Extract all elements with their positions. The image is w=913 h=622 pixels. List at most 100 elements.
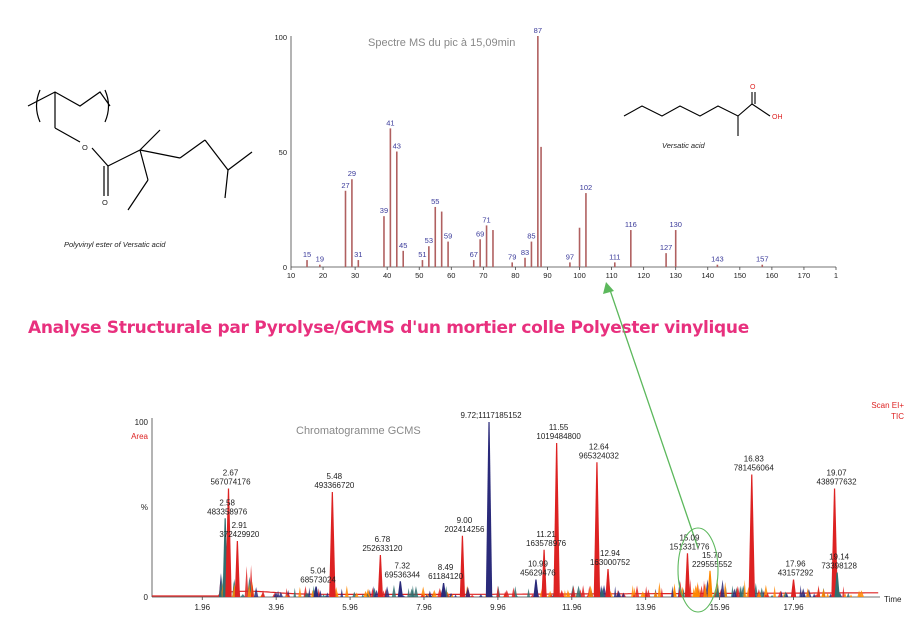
minor-peak — [293, 587, 297, 597]
minor-peak — [599, 587, 605, 597]
minor-peak — [588, 585, 594, 597]
tic-peak-6.78 — [377, 555, 383, 597]
minor-peak — [631, 584, 635, 597]
ms-peak-label-79: 79 — [508, 252, 516, 261]
caption-versatic-acid: Versatic acid — [662, 141, 705, 150]
tic-peak-area-label-6: 69536344 — [385, 570, 421, 579]
ms-x-tick-3: 40 — [383, 271, 391, 280]
tic-peak-rt-label-7: 8.49 — [438, 563, 454, 572]
minor-peak — [739, 585, 743, 597]
minor-peak — [692, 587, 696, 597]
minor-peak — [849, 594, 853, 597]
tic-peak-rt-label-20: 19.14 — [829, 553, 850, 562]
minor-peak — [657, 581, 662, 597]
tic-peak-15.70 — [707, 570, 713, 597]
minor-peak — [757, 592, 762, 597]
ms-x-tick-13: 140 — [702, 271, 715, 280]
ms-x-tick-1: 20 — [319, 271, 327, 280]
minor-peak — [431, 589, 437, 597]
minor-peak — [413, 585, 419, 597]
minor-peak — [391, 584, 397, 597]
minor-peak — [247, 583, 251, 597]
versatic-acid-structure — [623, 92, 771, 136]
minor-peak — [496, 585, 500, 597]
chrom-tic-label: TIC — [891, 412, 904, 421]
tic-peak-5.04 — [313, 586, 319, 597]
tic-peak-area-label-12: 1019484800 — [536, 432, 581, 441]
ms-peak-label-51: 51 — [418, 250, 426, 259]
ms-spectrum-chart: Spectre MS du pic à 15,09min 0 50 100 10… — [274, 26, 838, 280]
minor-peak — [644, 586, 648, 597]
minor-peak — [571, 585, 576, 597]
minor-peak — [566, 591, 571, 597]
minor-peak — [816, 585, 821, 597]
ms-peak-label-143: 143 — [711, 255, 724, 264]
tic-peak-area-label-5: 252633120 — [362, 544, 403, 553]
tic-peak-rt-label-17: 16.83 — [744, 455, 765, 464]
chrom-y-zero-label: 0 — [144, 593, 149, 602]
minor-peak — [409, 588, 415, 597]
ms-peak-label-43: 43 — [393, 142, 401, 151]
minor-peak — [703, 583, 708, 597]
chrom-x-tick-7: 15.96 — [710, 603, 731, 612]
minor-peak — [428, 594, 433, 597]
tic-peak-rt-label-11: 11.21 — [536, 530, 556, 539]
minor-peak — [805, 587, 810, 597]
minor-peak — [352, 591, 357, 597]
ms-peak-label-71: 71 — [482, 215, 490, 224]
ms-peak-label-87: 87 — [534, 26, 542, 35]
minor-peak — [240, 593, 246, 597]
tic-peak-rt-label-14: 12.94 — [600, 549, 621, 558]
ms-peak-label-97: 97 — [566, 252, 574, 261]
ms-x-tick-16: 170 — [798, 271, 811, 280]
minor-peak — [732, 588, 737, 597]
minor-peak — [244, 566, 249, 597]
ms-peak-label-69: 69 — [476, 229, 484, 238]
tic-peak-8.49 — [440, 583, 447, 597]
tic-peak-rt-label-15: 15.09 — [679, 533, 700, 542]
ms-peak-label-67: 67 — [470, 250, 478, 259]
tic-peak-area-label-19: 438977632 — [817, 478, 858, 487]
tic-peak-17.96 — [790, 579, 797, 597]
tic-peak-area-label-10: 45629476 — [520, 569, 556, 578]
minor-peak — [682, 588, 685, 597]
minor-peak — [454, 594, 457, 597]
tic-peak-area-label-15: 151331776 — [669, 542, 710, 551]
tic-peak-area-label-1: 567074176 — [210, 478, 251, 487]
ms-peak-label-59: 59 — [444, 232, 452, 241]
ms-peak-label-127: 127 — [660, 243, 673, 252]
minor-peak — [646, 589, 651, 597]
tic-peak-area-label-2: 372429920 — [219, 530, 260, 539]
minor-peak — [325, 592, 330, 597]
tic-peak-5.48 — [329, 492, 336, 597]
tic-peak-11.55 — [553, 443, 560, 597]
ester-oxygen-label: O — [82, 143, 88, 152]
ms-peak-label-27: 27 — [341, 181, 349, 190]
minor-peak — [660, 587, 664, 597]
ms-x-tick-14: 150 — [734, 271, 747, 280]
tic-peak-area-label-17: 781456064 — [734, 464, 775, 473]
minor-peak — [310, 589, 315, 597]
minor-peak — [527, 588, 531, 597]
tic-peak-rt-label-18: 17.96 — [786, 560, 807, 569]
highlight-ellipse-15-09 — [677, 527, 719, 613]
minor-peak — [250, 583, 254, 597]
polyvinyl-ester-structure — [27, 89, 253, 211]
tic-peak-2.67 — [225, 488, 232, 597]
chrom-x-tick-6: 13.96 — [636, 603, 657, 612]
tic-peak-19.07 — [831, 488, 838, 597]
minor-peak — [770, 594, 774, 597]
minor-peak — [308, 587, 311, 597]
minor-peak — [759, 587, 764, 597]
ms-peak-label-15: 15 — [303, 250, 311, 259]
tic-peak-12.94 — [605, 569, 611, 597]
ms-peak-label-39: 39 — [380, 206, 388, 215]
chrom-x-tick-3: 7.96 — [416, 603, 432, 612]
ms-peak-label-102: 102 — [580, 183, 593, 192]
minor-peak — [503, 591, 507, 597]
chrom-x-tick-8: 17.96 — [784, 603, 805, 612]
ms-peak-label-31: 31 — [354, 250, 362, 259]
minor-peak — [613, 586, 617, 597]
minor-peak — [479, 594, 483, 597]
chromatogram-chart: Chromatogramme GCMS 100 Area % 0 Time Sc… — [131, 401, 904, 613]
